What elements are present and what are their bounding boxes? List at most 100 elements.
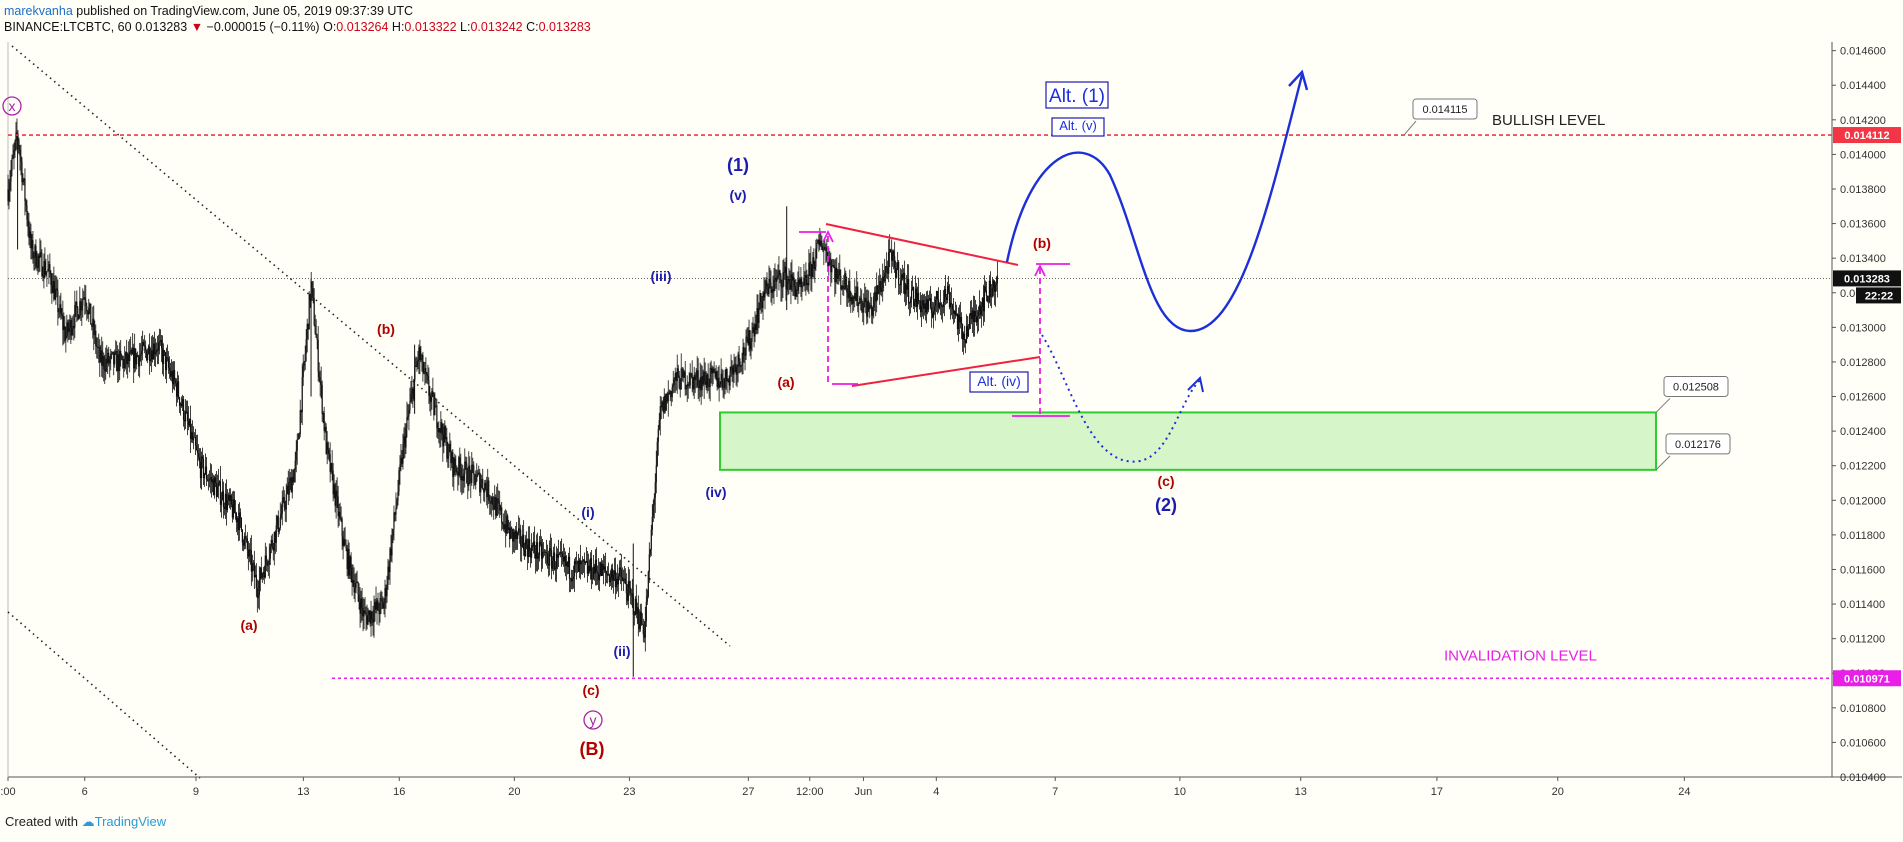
candle-body	[568, 556, 571, 579]
candle-body	[682, 369, 684, 378]
candle-body	[56, 288, 58, 291]
candle-body	[268, 558, 270, 565]
candle-body	[249, 549, 251, 551]
candle-body	[229, 495, 232, 501]
open-value: 0.013264	[336, 20, 389, 34]
candle-body	[338, 511, 340, 517]
candle-body	[564, 556, 567, 567]
candle-body	[272, 546, 274, 551]
candle-body	[213, 477, 216, 496]
candle-body	[943, 288, 946, 302]
candle-body	[578, 560, 581, 572]
candle-body	[763, 292, 765, 298]
boxed-label-text: Alt. (v)	[1059, 118, 1097, 133]
candle-body	[754, 324, 756, 337]
candle-body	[170, 371, 173, 377]
candle-body	[516, 530, 518, 539]
candle-body	[987, 300, 990, 302]
candle-body	[515, 530, 517, 539]
x-tick-label: 20	[508, 786, 520, 798]
candle-body	[460, 468, 462, 481]
candle-body	[949, 302, 952, 308]
candle-body	[789, 283, 791, 290]
candle-body	[915, 288, 918, 307]
candle-body	[163, 350, 166, 353]
candle-body	[837, 275, 839, 279]
candle-body	[583, 559, 586, 563]
x-tick-label: 16	[393, 786, 405, 798]
candle-body	[73, 325, 75, 328]
candle-body	[838, 269, 840, 276]
candle-body	[393, 512, 395, 530]
candle-body	[395, 507, 397, 515]
candle-body	[453, 458, 455, 477]
candle-body	[642, 624, 644, 635]
candle-body	[615, 578, 617, 588]
candle-body	[930, 307, 933, 313]
candle-body	[591, 578, 594, 580]
candle-body	[171, 371, 174, 385]
wave-label: (a)	[240, 617, 257, 633]
candle-body	[934, 299, 937, 307]
candle-body	[664, 396, 666, 411]
candle-body	[329, 454, 331, 473]
candle-body	[626, 593, 628, 601]
candle-body	[381, 598, 383, 602]
candle-body	[815, 248, 817, 267]
candle-body	[45, 272, 47, 275]
candle-body	[51, 284, 53, 293]
tradingview-link[interactable]: TradingView	[94, 814, 167, 829]
candle-body	[41, 253, 43, 277]
wave-label: (1)	[727, 155, 749, 175]
candle-body	[898, 262, 900, 285]
candle-body	[28, 227, 30, 239]
price-change: −0.000015 (−0.11%)	[206, 20, 320, 34]
candle-body	[274, 532, 276, 543]
candle-body	[390, 548, 392, 556]
candle-body	[725, 369, 727, 379]
candle-body	[139, 355, 141, 367]
candle-body	[730, 366, 732, 372]
candle-body	[800, 278, 802, 288]
candle-body	[182, 399, 185, 420]
candle-body	[594, 559, 597, 574]
candle-body	[80, 301, 82, 311]
candle-body	[779, 270, 781, 276]
candle-body	[497, 498, 499, 502]
boxed-label-frame	[1051, 117, 1105, 137]
candle-body	[883, 276, 885, 282]
candle-body	[177, 381, 180, 398]
candle-body	[704, 371, 706, 381]
candle-body	[405, 428, 407, 448]
candle-body	[192, 436, 195, 441]
candle-body	[566, 562, 569, 567]
candle-body	[129, 351, 131, 361]
candle-body	[805, 275, 807, 286]
candle-body	[950, 302, 953, 305]
candle-body	[996, 275, 998, 284]
candle-body	[319, 377, 321, 382]
candle-body	[513, 531, 515, 542]
invalidation-price-badge	[1833, 670, 1901, 687]
candle-body	[655, 465, 657, 483]
candle-body	[879, 281, 881, 290]
candle-body	[168, 367, 171, 371]
candle-body	[404, 436, 406, 448]
candle-body	[602, 564, 605, 570]
candle-body	[254, 574, 256, 578]
candle-body	[143, 341, 145, 346]
candle-body	[627, 581, 629, 601]
candle-body	[569, 578, 572, 580]
candle-body	[323, 412, 325, 431]
candle-body	[184, 411, 187, 422]
candle-body	[617, 576, 619, 585]
candle-body	[267, 564, 269, 566]
author-link[interactable]: marekvanha	[4, 4, 73, 18]
candle-body	[245, 538, 247, 540]
candle-body	[580, 562, 583, 565]
candle-body	[454, 458, 456, 468]
candle-body	[860, 298, 862, 300]
candle-body	[413, 379, 415, 400]
candle-body	[236, 518, 238, 523]
